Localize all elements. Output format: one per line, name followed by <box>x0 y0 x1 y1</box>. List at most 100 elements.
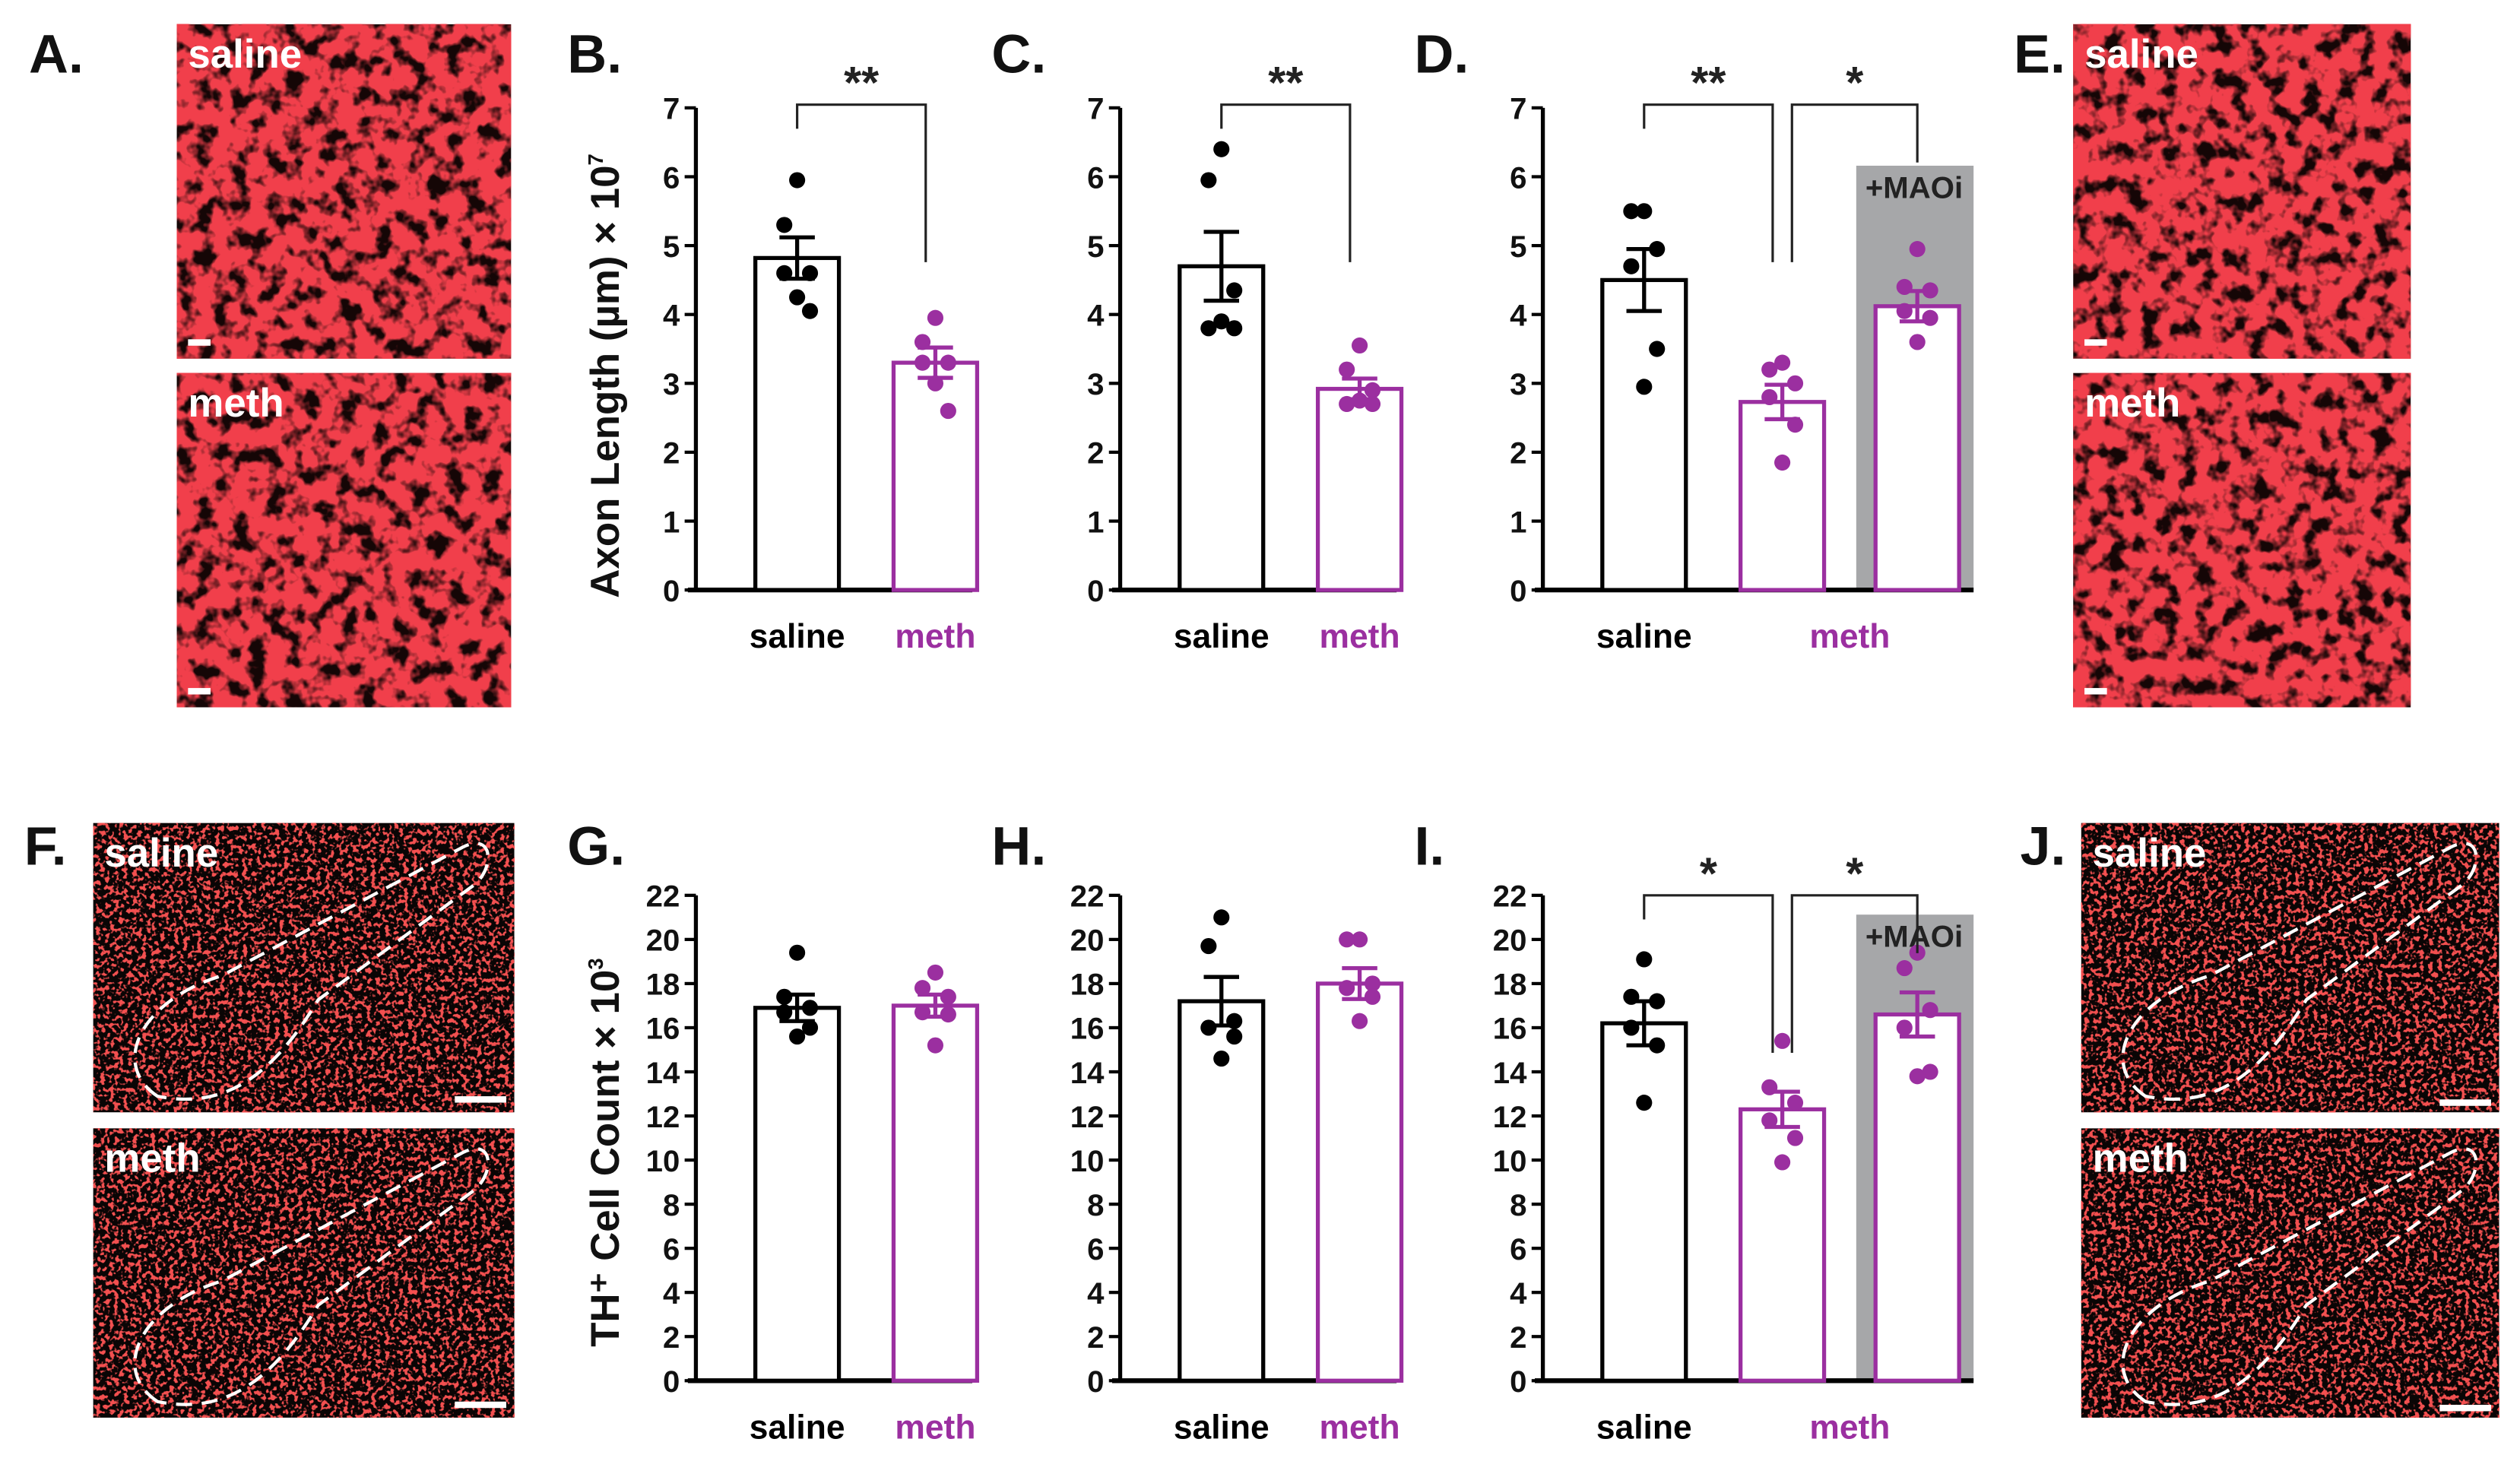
data-point <box>776 265 793 281</box>
image-texture <box>176 24 512 359</box>
y-tick-label: 18 <box>1493 968 1527 1002</box>
data-point <box>1649 241 1666 258</box>
data-point <box>1761 361 1778 378</box>
data-point <box>1364 975 1381 992</box>
bar-saline <box>753 1006 842 1383</box>
y-tick-label: 0 <box>1087 574 1104 608</box>
data-point <box>1226 1028 1243 1045</box>
y-axis-label-axon: Axon Length (µm) × 107 <box>583 154 628 598</box>
data-point <box>1909 241 1926 258</box>
chart-B: B. 0 1 2 3 4 5 6 7 saline meth ** <box>567 24 980 655</box>
data-point <box>1649 993 1666 1010</box>
panel-label: D. <box>1414 24 1469 84</box>
x-label-saline: saline <box>750 1409 845 1446</box>
y-tick-label: 22 <box>1493 880 1527 914</box>
x-label-saline: saline <box>1174 618 1270 655</box>
data-point <box>1896 960 1913 977</box>
micrograph-panels: A. saline meth E. saline meth F. saline meth J. sa… <box>24 24 2499 1418</box>
micrograph-F-meth: meth <box>93 1128 515 1418</box>
y-tick-label: 5 <box>663 230 680 264</box>
data-point <box>1623 1019 1640 1036</box>
data-point <box>1636 951 1653 968</box>
image-label: saline <box>2093 831 2207 876</box>
data-point <box>801 1019 819 1036</box>
x-label-saline: saline <box>750 618 845 655</box>
panel-label: C. <box>991 24 1046 84</box>
bar-meth <box>1315 981 1404 1383</box>
panel-label: I. <box>1414 816 1444 877</box>
data-point <box>1213 313 1230 330</box>
data-point <box>1922 1002 1938 1019</box>
chart-H: H. 0 2 4 6 8 10 12 14 16 18 20 22 saline meth <box>991 816 1404 1446</box>
data-point <box>1922 282 1938 299</box>
y-tick-label: 3 <box>663 367 680 401</box>
data-point <box>1352 1013 1368 1029</box>
data-point <box>1352 337 1368 354</box>
y-tick-label: 5 <box>1087 230 1104 264</box>
x-label-meth: meth <box>1320 1409 1400 1446</box>
bar-meth <box>1738 1107 1827 1383</box>
y-tick-label: 8 <box>1510 1188 1526 1222</box>
data-point <box>1200 320 1217 337</box>
data-point <box>1636 379 1653 395</box>
significance-stars: ** <box>844 57 879 108</box>
x-label-meth: meth <box>895 618 975 655</box>
data-point <box>927 1037 944 1054</box>
bar-meth <box>891 1003 980 1383</box>
bar-meth+MAOi <box>1873 304 1961 592</box>
data-point <box>1896 303 1913 319</box>
x-label-meth: meth <box>1809 618 1890 655</box>
y-tick-label: 10 <box>1070 1144 1105 1178</box>
data-point <box>940 988 956 1005</box>
image-label: meth <box>2084 381 2180 426</box>
significance-bracket <box>1643 894 1774 1054</box>
data-point <box>789 944 806 961</box>
y-tick-label: 6 <box>1087 1232 1104 1266</box>
micrograph-F-saline: saline <box>93 823 515 1113</box>
x-label-meth: meth <box>1809 1409 1890 1446</box>
image-texture <box>2081 823 2499 1113</box>
panel-label-F: F. <box>24 816 67 877</box>
data-point <box>1922 1063 1938 1080</box>
micrograph-E-meth: meth <box>2073 372 2411 708</box>
y-tick-label: 7 <box>663 92 680 126</box>
data-point <box>1213 141 1230 157</box>
image-texture <box>176 372 512 708</box>
y-tick-label: 6 <box>1510 160 1526 195</box>
image-texture <box>2073 24 2411 359</box>
image-texture <box>93 1128 515 1418</box>
y-tick-label: 3 <box>1087 367 1104 401</box>
y-tick-label: 14 <box>1070 1056 1105 1090</box>
y-tick-label: 2 <box>663 436 680 471</box>
data-point <box>1364 988 1381 1005</box>
maoi-label: +MAOi <box>1865 170 1963 204</box>
data-point <box>789 172 806 189</box>
y-tick-label: 14 <box>1493 1056 1527 1090</box>
data-point <box>1339 395 1355 413</box>
data-point <box>927 309 944 326</box>
scale-bar <box>455 1096 506 1103</box>
y-tick-label: 8 <box>663 1188 680 1222</box>
significance-stars: * <box>1700 848 1717 899</box>
y-tick-label: 10 <box>646 1144 680 1178</box>
data-point <box>789 289 806 306</box>
data-point <box>914 334 931 350</box>
y-tick-label: 16 <box>1493 1012 1527 1046</box>
data-point <box>801 303 819 319</box>
significance-bracket <box>1643 103 1774 262</box>
data-point <box>1636 1095 1653 1111</box>
y-tick-label: 2 <box>1087 1320 1104 1355</box>
y-tick-label: 1 <box>1087 505 1104 539</box>
data-point <box>1649 1037 1666 1054</box>
y-tick-label: 0 <box>663 574 680 608</box>
y-tick-label: 18 <box>646 968 680 1002</box>
data-point <box>1761 1079 1778 1095</box>
y-tick-label: 2 <box>663 1320 680 1355</box>
data-point <box>1339 931 1355 948</box>
data-point <box>1774 354 1791 371</box>
y-tick-label: 4 <box>663 298 680 332</box>
data-point <box>1623 988 1640 1005</box>
y-tick-label: 10 <box>1493 1144 1527 1178</box>
data-point <box>940 1006 956 1023</box>
image-texture <box>2081 1128 2499 1418</box>
